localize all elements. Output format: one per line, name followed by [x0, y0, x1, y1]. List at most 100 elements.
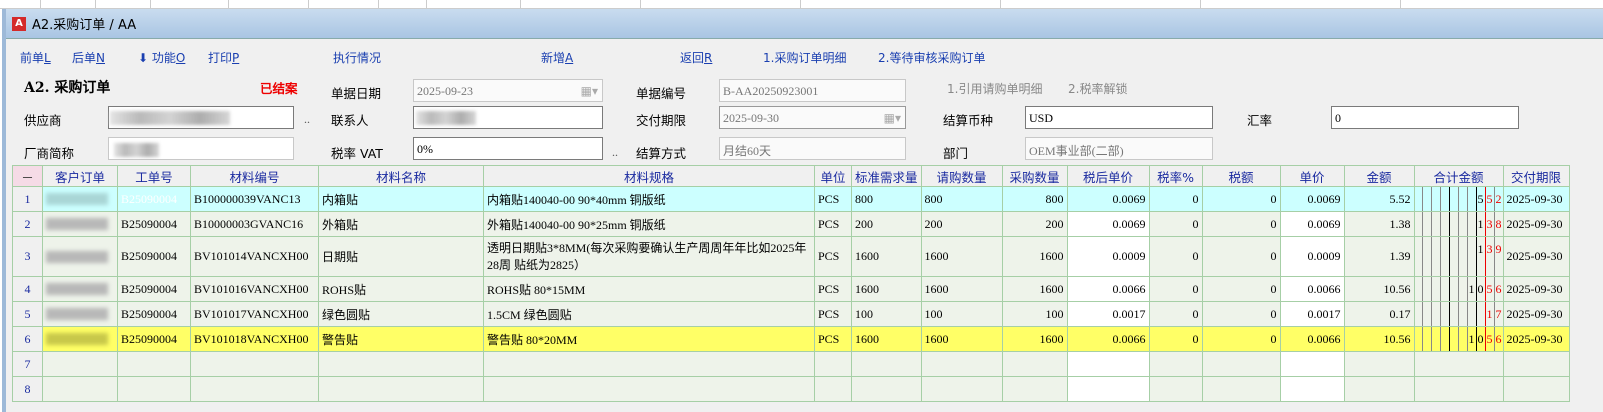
code-cell[interactable]: BV101014VANCXH00 [190, 236, 319, 277]
table-row[interactable]: 4 B25090004 BV101016VANCXH00 ROHS贴 ROHS贴 80*… [12, 276, 1570, 302]
qty-cell[interactable]: 1600 [1001, 276, 1068, 302]
customer-order-cell[interactable] [42, 186, 118, 212]
tprice-cell[interactable]: 0.0017 [1066, 301, 1150, 327]
empty-cell[interactable] [1413, 351, 1504, 377]
row-number[interactable]: 5 [12, 301, 43, 327]
std-cell[interactable]: 200 [851, 211, 922, 237]
wo-cell[interactable]: B25090004 [117, 236, 191, 277]
name-cell[interactable]: 警告贴 [318, 326, 484, 352]
row-number[interactable]: 6 [12, 326, 43, 352]
qty-cell[interactable]: 200 [1001, 211, 1068, 237]
tax-cell[interactable]: 0 [1148, 211, 1203, 237]
toolbar-button-2[interactable]: ⬇ 功能O [138, 49, 185, 66]
empty-cell[interactable] [814, 376, 852, 402]
column-header[interactable]: 单位 [814, 165, 852, 187]
tprice-cell[interactable]: 0.0066 [1066, 276, 1150, 302]
req-cell[interactable]: 1600 [920, 276, 1003, 302]
column-header[interactable]: 请购数量 [920, 165, 1003, 187]
empty-cell[interactable] [1066, 351, 1150, 377]
empty-cell[interactable] [42, 376, 118, 402]
toolbar-button-5[interactable]: 新增A [541, 49, 573, 66]
due-date-cell[interactable]: 2025-09-30 [1502, 326, 1570, 352]
empty-cell[interactable] [1201, 376, 1281, 402]
name-cell[interactable]: 绿色圆贴 [318, 301, 484, 327]
column-header[interactable]: 交付期限 [1502, 165, 1570, 187]
docno-field[interactable]: B-AA20250923001 [719, 79, 906, 102]
name-cell[interactable]: ROHS贴 [318, 276, 484, 302]
name-cell[interactable]: 内箱贴 [318, 186, 484, 212]
tax-cell[interactable]: 0 [1148, 186, 1203, 212]
table-row-empty[interactable]: 7 [12, 351, 1570, 377]
amt-cell[interactable]: 5.52 [1343, 186, 1415, 212]
toolbar-button-4[interactable]: 执行情况 [333, 49, 381, 66]
select-all-corner[interactable]: － [12, 165, 43, 187]
table-row[interactable]: 1 B25090004 B100000039VANC13 内箱贴 内箱贴140040-0… [12, 186, 1570, 212]
empty-cell[interactable] [851, 351, 922, 377]
empty-cell[interactable] [190, 351, 319, 377]
due-date-cell[interactable]: 2025-09-30 [1502, 236, 1570, 277]
currency-field[interactable]: USD [1025, 106, 1213, 129]
toolbar-button-1[interactable]: 后单N [72, 49, 105, 66]
qty-cell[interactable]: 100 [1001, 301, 1068, 327]
delivery-field[interactable]: 2025-09-30 ▦▾ [719, 106, 906, 129]
spec-cell[interactable]: 警告贴 80*20MM [483, 326, 815, 352]
tprice-cell[interactable]: 0.0009 [1066, 236, 1150, 277]
customer-order-cell[interactable] [42, 301, 118, 327]
table-row[interactable]: 6 B25090004 BV101018VANCXH00 警告贴 警告贴 80*20MM… [12, 326, 1570, 352]
column-header[interactable]: 材料编号 [190, 165, 319, 187]
table-row[interactable]: 5 B25090004 BV101017VANCXH00 绿色圆贴 1.5CM 绿色圆贴… [12, 301, 1570, 327]
code-cell[interactable]: B10000003GVANC16 [190, 211, 319, 237]
toolbar-button-8[interactable]: 2.等待审核采购订单 [878, 49, 985, 66]
spec-cell[interactable]: 1.5CM 绿色圆贴 [483, 301, 815, 327]
empty-cell[interactable] [117, 376, 191, 402]
ref-requisition-link[interactable]: 1.引用请购单明细 [947, 82, 1043, 96]
std-cell[interactable]: 1600 [851, 276, 922, 302]
tax-cell[interactable]: 0 [1148, 326, 1203, 352]
std-cell[interactable]: 1600 [851, 326, 922, 352]
std-cell[interactable]: 800 [851, 186, 922, 212]
payment-field[interactable]: 月结60天 [719, 137, 906, 160]
amt-cell[interactable]: 10.56 [1343, 276, 1415, 302]
empty-cell[interactable] [190, 376, 319, 402]
empty-cell[interactable] [851, 376, 922, 402]
wo-cell[interactable]: B25090004 [117, 211, 191, 237]
unit-cell[interactable]: PCS [814, 186, 852, 212]
spec-cell[interactable]: ROHS贴 80*15MM [483, 276, 815, 302]
empty-cell[interactable] [1066, 376, 1150, 402]
empty-cell[interactable] [1148, 351, 1203, 377]
column-header[interactable]: 工单号 [117, 165, 191, 187]
column-header[interactable]: 税额 [1201, 165, 1281, 187]
taxamt-cell[interactable]: 0 [1201, 236, 1281, 277]
name-cell[interactable]: 外箱贴 [318, 211, 484, 237]
tax-cell[interactable]: 0 [1148, 236, 1203, 277]
row-number[interactable]: 1 [12, 186, 43, 212]
name-cell[interactable]: 日期贴 [318, 236, 484, 277]
calendar-icon[interactable]: ▦▾ [883, 111, 901, 125]
taxamt-cell[interactable]: 0 [1201, 211, 1281, 237]
unlock-tax-link[interactable]: 2.税率解锁 [1068, 82, 1128, 96]
req-cell[interactable]: 1600 [920, 236, 1003, 277]
unit-cell[interactable]: PCS [814, 326, 852, 352]
spec-cell[interactable]: 透明日期贴3*8MM(每次采购要确认生产周周年年比如2025年28周 贴纸为28… [483, 236, 815, 277]
tprice-cell[interactable]: 0.0069 [1066, 186, 1150, 212]
price-cell[interactable]: 0.0066 [1279, 276, 1345, 302]
tax-cell[interactable]: 0 [1148, 301, 1203, 327]
amt-cell[interactable]: 1.39 [1343, 236, 1415, 277]
wo-cell[interactable]: B25090004 [117, 301, 191, 327]
qty-cell[interactable]: 1600 [1001, 326, 1068, 352]
spec-cell[interactable]: 内箱贴140040-00 90*40mm 铜版纸 [483, 186, 815, 212]
date-field[interactable]: 2025-09-23 ▦▾ [413, 79, 603, 102]
empty-cell[interactable] [1279, 351, 1345, 377]
due-date-cell[interactable]: 2025-09-30 [1502, 276, 1570, 302]
price-cell[interactable]: 0.0017 [1279, 301, 1345, 327]
column-header[interactable]: 客户订单 [42, 165, 118, 187]
toolbar-button-6[interactable]: 返回R [680, 49, 712, 66]
calendar-icon[interactable]: ▦▾ [580, 84, 598, 98]
amt-cell[interactable]: 0.17 [1343, 301, 1415, 327]
empty-cell[interactable] [1502, 351, 1570, 377]
price-cell[interactable]: 0.0009 [1279, 236, 1345, 277]
empty-cell[interactable] [1201, 351, 1281, 377]
empty-cell[interactable] [1001, 376, 1068, 402]
